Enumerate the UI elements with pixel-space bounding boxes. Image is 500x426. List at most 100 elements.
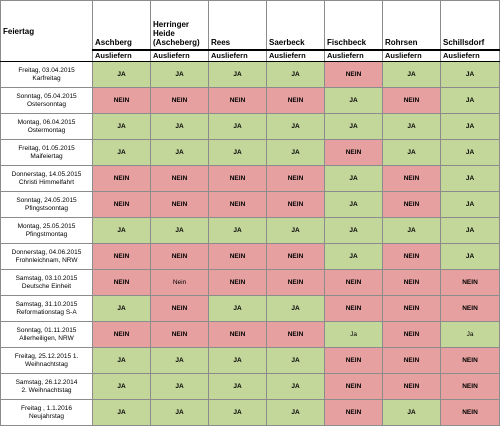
holiday-cell: Donnerstag, 04.06.2015 Frohnleichnam, NRW — [0, 243, 93, 270]
delivery-status-cell: JA — [266, 399, 325, 426]
holiday-cell: Sonntag, 24.05.2015 Pfingstsonntag — [0, 191, 93, 218]
table-row: Freitag, 03.04.2015 Karfreitag JA JA JA JA NEI… — [0, 61, 500, 88]
holiday-name: Weihnachtstag — [25, 360, 68, 368]
holiday-cell: Sonntag, 05.04.2015 Ostersonntag — [0, 87, 93, 114]
holiday-date: Montag, 25.05.2015 — [17, 222, 76, 230]
ausliefern-header: Ausliefern — [266, 49, 325, 62]
holiday-cell: Samstag, 03.10.2015 Deutsche Einheit — [0, 269, 93, 296]
holiday-date: Samstag, 26.12.2014 — [15, 378, 78, 386]
holiday-name: Karfreitag — [32, 74, 61, 82]
location-header: Aschberg — [92, 0, 151, 51]
delivery-status-cell: NEIN — [324, 295, 383, 322]
delivery-status-cell: JA — [150, 61, 209, 88]
delivery-status-cell: Nein — [150, 269, 209, 296]
delivery-status-cell: JA — [324, 217, 383, 244]
holiday-name: Christi Himmelfahrt — [18, 178, 75, 186]
location-header: Herringer Heide (Ascheberg) — [150, 0, 209, 51]
delivery-status-cell: Ja — [324, 321, 383, 348]
ausliefern-header: Ausliefern — [324, 49, 383, 62]
delivery-status-cell: JA — [382, 217, 441, 244]
delivery-status-cell: NEIN — [324, 347, 383, 374]
delivery-status-cell: NEIN — [266, 165, 325, 192]
delivery-status-cell: NEIN — [150, 191, 209, 218]
delivery-status-cell: JA — [440, 61, 500, 88]
delivery-status-cell: JA — [440, 217, 500, 244]
delivery-status-cell: JA — [92, 61, 151, 88]
holiday-date: Donnerstag, 04.06.2015 — [11, 248, 82, 256]
ausliefern-header: Ausliefern — [382, 49, 441, 62]
delivery-status-cell: NEIN — [382, 165, 441, 192]
delivery-status-cell: JA — [208, 373, 267, 400]
delivery-status-cell: JA — [150, 113, 209, 140]
ausliefern-header: Ausliefern — [208, 49, 267, 62]
delivery-status-cell: NEIN — [382, 321, 441, 348]
delivery-status-cell: JA — [324, 243, 383, 270]
delivery-status-cell: JA — [92, 217, 151, 244]
delivery-status-cell: NEIN — [324, 61, 383, 88]
holiday-date: Samstag, 31.10.2015 — [15, 300, 78, 308]
delivery-status-cell: NEIN — [382, 87, 441, 114]
holiday-cell: Freitag, 03.04.2015 Karfreitag — [0, 61, 93, 88]
delivery-status-cell: JA — [382, 61, 441, 88]
table-row: Freitag , 1.1.2016 Neujahrstag JA JA JA JA NEI… — [0, 399, 500, 426]
delivery-status-cell: JA — [208, 399, 267, 426]
delivery-status-cell: JA — [440, 87, 500, 114]
delivery-status-cell: JA — [382, 139, 441, 166]
delivery-status-cell: NEIN — [208, 269, 267, 296]
delivery-status-cell: NEIN — [324, 373, 383, 400]
delivery-status-cell: JA — [150, 399, 209, 426]
location-header: Rohrsen — [382, 0, 441, 51]
delivery-status-cell: NEIN — [324, 399, 383, 426]
delivery-status-cell: NEIN — [382, 347, 441, 374]
delivery-status-cell: NEIN — [266, 243, 325, 270]
delivery-status-cell: JA — [208, 347, 267, 374]
header-row: Feiertag Aschberg Herringer Heide (Asche… — [0, 0, 500, 62]
delivery-status-cell: JA — [208, 113, 267, 140]
table-row: Sonntag, 01.11.2015 Allerheiligen, NRW NEI… — [0, 321, 500, 348]
delivery-status-cell: NEIN — [382, 373, 441, 400]
delivery-status-cell: JA — [266, 217, 325, 244]
holiday-date: Sonntag, 05.04.2015 — [16, 92, 77, 100]
delivery-status-cell: JA — [150, 373, 209, 400]
holiday-cell: Montag, 06.04.2015 Ostermontag — [0, 113, 93, 140]
table-row: Samstag, 31.10.2015 Reformationstag S-A JA… — [0, 295, 500, 322]
delivery-status-cell: JA — [382, 399, 441, 426]
delivery-status-cell: JA — [92, 113, 151, 140]
holiday-name: Deutsche Einheit — [21, 282, 72, 290]
delivery-status-cell: JA — [324, 87, 383, 114]
delivery-status-cell: JA — [92, 399, 151, 426]
holiday-date: Montag, 06.04.2015 — [17, 118, 76, 126]
delivery-status-cell: NEIN — [150, 165, 209, 192]
delivery-status-cell: JA — [440, 191, 500, 218]
delivery-status-cell: NEIN — [208, 191, 267, 218]
delivery-status-cell: NEIN — [324, 139, 383, 166]
delivery-status-cell: JA — [266, 373, 325, 400]
delivery-status-cell: NEIN — [92, 191, 151, 218]
holiday-name: Ostersonntag — [26, 100, 67, 108]
delivery-status-cell: JA — [150, 217, 209, 244]
table-row: Freitag, 25.12.2015 1. Weihnachtstag JA JA J… — [0, 347, 500, 374]
delivery-status-cell: JA — [440, 165, 500, 192]
sub-header-row: Ausliefern Ausliefern Ausliefern Auslief… — [1, 49, 500, 62]
holiday-name: Neujahrstag — [28, 412, 65, 420]
table-row: Montag, 06.04.2015 Ostermontag JA JA JA JA JA J… — [0, 113, 500, 140]
delivery-status-cell: NEIN — [208, 87, 267, 114]
delivery-status-cell: NEIN — [382, 269, 441, 296]
table-row: Sonntag, 05.04.2015 Ostersonntag NEIN NEIN N… — [0, 87, 500, 114]
delivery-status-cell: JA — [150, 347, 209, 374]
delivery-status-cell: JA — [150, 139, 209, 166]
holiday-name: Frohnleichnam, NRW — [15, 256, 78, 264]
delivery-status-cell: NEIN — [382, 243, 441, 270]
delivery-status-cell: NEIN — [440, 295, 500, 322]
holiday-name: Ostermontag — [27, 126, 66, 134]
delivery-status-cell: JA — [266, 113, 325, 140]
delivery-status-cell: NEIN — [150, 243, 209, 270]
delivery-status-cell: JA — [208, 61, 267, 88]
delivery-status-cell: JA — [208, 295, 267, 322]
table-row: Donnerstag, 14.05.2015 Christi Himmelfahr… — [0, 165, 500, 192]
location-header: Saerbeck — [266, 0, 325, 51]
delivery-status-cell: NEIN — [266, 191, 325, 218]
delivery-status-cell: JA — [92, 295, 151, 322]
delivery-status-cell: NEIN — [208, 165, 267, 192]
holiday-cell: Freitag, 01.05.2015 Maifeiertag — [0, 139, 93, 166]
